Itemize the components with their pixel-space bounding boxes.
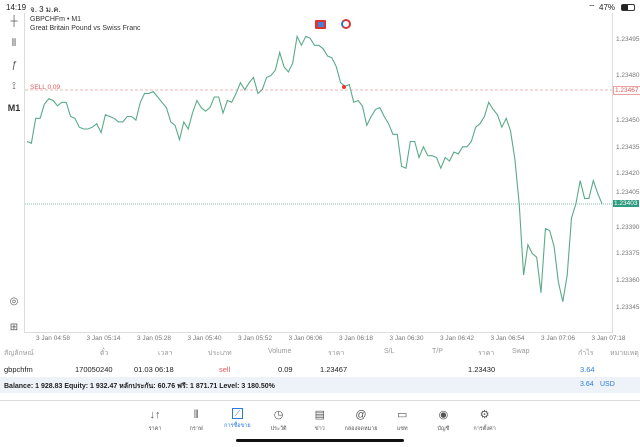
chart-area[interactable] <box>24 13 613 333</box>
column-header[interactable]: หมายเหตุ <box>610 350 639 357</box>
current-price-badge: 1.23403 <box>613 200 639 207</box>
time-axis-label: 3 Jan 07:06 <box>541 335 575 342</box>
chat-icon: ▭ <box>396 409 408 421</box>
price-axis-label: 1.23495 <box>616 36 640 43</box>
price-axis-label: 1.23480 <box>616 72 640 79</box>
column-header[interactable]: T/P <box>432 348 443 355</box>
sell-entry-marker <box>342 85 346 89</box>
objects-icon[interactable]: ⟟ <box>12 81 16 92</box>
chart-icon: ⫴ <box>193 409 199 421</box>
battery-icon <box>621 4 635 11</box>
tab-label: การตั้งค่า <box>473 426 496 432</box>
market-icon[interactable] <box>341 19 351 29</box>
price-axis-label: 1.23375 <box>616 250 640 257</box>
battery-level: 47% <box>599 3 616 12</box>
position-open-price: 1.23467 <box>320 365 348 374</box>
position-profit: 3.64 <box>580 365 595 374</box>
chart-search-icon[interactable]: ◎ <box>9 296 19 307</box>
column-header[interactable]: กำไร <box>578 350 594 357</box>
position-type: sell <box>219 365 231 374</box>
settings-icon: ⚙ <box>479 409 490 421</box>
price-axis-label: 1.23390 <box>616 224 640 231</box>
tab-chart[interactable]: ⫴ กราฟ <box>176 408 216 433</box>
time-axis-label: 3 Jan 05:40 <box>187 335 222 342</box>
crosshair-icon[interactable]: ┼ <box>10 16 18 27</box>
account-summary-bar: Balance: 1 928.83 Equity: 1 932.47 หลักป… <box>0 377 640 393</box>
tab-mailbox[interactable]: @ กล่องจดหมาย <box>341 408 381 433</box>
mailbox-icon: @ <box>355 409 367 421</box>
tab-news[interactable]: ▤ ข่าว <box>300 408 340 433</box>
add-chart-icon[interactable]: ⊞ <box>9 322 19 333</box>
column-header[interactable]: ราคา <box>478 350 495 357</box>
time-axis-label: 3 Jan 05:14 <box>86 335 121 342</box>
time-axis-label: 3 Jan 06:30 <box>389 335 424 342</box>
time-axis-label: 3 Jan 06:18 <box>339 335 373 342</box>
tab-chat[interactable]: ▭ แชท <box>382 408 422 433</box>
currency: USD <box>600 381 615 388</box>
column-header[interactable]: S/L <box>384 348 395 355</box>
column-header[interactable]: Swap <box>512 348 530 355</box>
tab-label: แชท <box>396 426 408 432</box>
column-header[interactable]: ราคา <box>328 350 345 357</box>
price-axis-label: 1.23345 <box>616 304 640 311</box>
price-chart <box>25 34 612 302</box>
time-axis-label: 3 Jan 05:52 <box>238 335 272 342</box>
column-header[interactable]: ตั๋ว <box>100 350 109 357</box>
position-volume: 0.09 <box>278 365 293 374</box>
price-line <box>26 34 603 302</box>
quotes-icon: ↓↑ <box>149 409 161 421</box>
tab-quotes[interactable]: ↓↑ ราคา <box>135 408 175 433</box>
tab-label: กล่องจดหมาย <box>344 426 378 432</box>
column-header[interactable]: เวลา <box>158 350 173 357</box>
price-axis-label: 1.23450 <box>616 117 640 124</box>
function-icon[interactable]: ƒ <box>11 60 17 71</box>
price-axis-label: 1.23360 <box>616 277 640 284</box>
column-header[interactable]: สัญลักษณ์ <box>4 350 34 357</box>
chart-symbol[interactable]: GBPCHFm • M1 <box>30 16 82 23</box>
status-time: 14:19 <box>6 3 27 12</box>
account-icon: ◉ <box>438 409 449 421</box>
column-header[interactable]: Volume <box>268 348 292 355</box>
tab-label: ข่าว <box>314 426 325 432</box>
home-indicator <box>236 439 404 442</box>
news-icon: ▤ <box>314 409 325 421</box>
tab-trade[interactable]: ⟋ การซื้อขาย <box>217 408 257 430</box>
price-axis-label: 1.23405 <box>616 189 640 196</box>
balance-line: Balance: 1 928.83 Equity: 1 932.47 หลักป… <box>4 383 275 390</box>
position-symbol[interactable]: gbpchfm <box>4 365 33 374</box>
time-axis-label: 3 Jan 06:42 <box>440 335 474 342</box>
tab-settings[interactable]: ⚙ การตั้งค่า <box>465 408 505 433</box>
position-price: 1.23430 <box>468 365 496 374</box>
sell-label: SELL 0.09 <box>30 84 61 91</box>
one-click-trading-icon[interactable] <box>315 20 326 29</box>
sell-price-badge: 1.23467 <box>613 86 640 95</box>
column-header[interactable]: ประเภท <box>208 350 232 357</box>
time-axis-label: 3 Jan 06:54 <box>490 335 525 342</box>
tab-label: การซื้อขาย <box>224 423 251 429</box>
wifi-icon: ⌔ <box>588 3 596 12</box>
tab-account[interactable]: ◉ บัญชี <box>423 408 463 433</box>
tab-label: ราคา <box>148 426 162 432</box>
tab-label: ประวัติ <box>270 426 287 432</box>
history-icon: ◷ <box>273 409 284 421</box>
chart-description: Great Britain Pound vs Swiss Franc <box>30 25 141 32</box>
total-profit: 3.64 <box>580 381 594 388</box>
position-time: 01.03 06:18 <box>134 365 174 374</box>
time-axis-label: 3 Jan 07:18 <box>591 335 626 342</box>
position-ticket: 170050240 <box>75 365 113 374</box>
time-axis-label: 3 Jan 06:06 <box>288 335 323 342</box>
indicators-icon[interactable]: ⫴ <box>11 38 17 49</box>
tab-history[interactable]: ◷ ประวัติ <box>259 408 299 433</box>
time-axis-label: 3 Jan 05:28 <box>137 335 171 342</box>
tab-label: กราฟ <box>189 426 203 432</box>
tab-label: บัญชี <box>437 426 450 432</box>
timeframe-button[interactable]: M1 <box>7 103 21 113</box>
time-axis-label: 3 Jan 04:58 <box>36 335 70 342</box>
price-axis-label: 1.23420 <box>616 170 640 177</box>
trade-icon: ⟋ <box>231 408 243 419</box>
price-axis-label: 1.23435 <box>616 144 640 151</box>
status-date: จ. 3 ม.ค. <box>30 5 61 14</box>
